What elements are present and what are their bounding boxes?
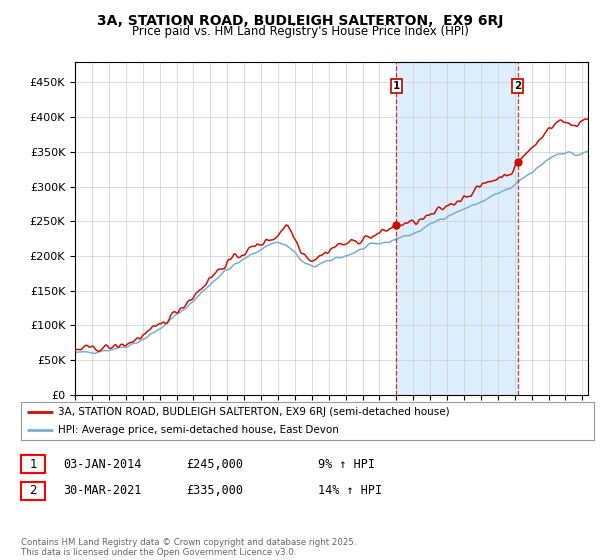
Text: 03-JAN-2014: 03-JAN-2014 (63, 458, 142, 471)
Text: 2: 2 (514, 81, 521, 91)
Text: Contains HM Land Registry data © Crown copyright and database right 2025.
This d: Contains HM Land Registry data © Crown c… (21, 538, 356, 557)
Text: Price paid vs. HM Land Registry's House Price Index (HPI): Price paid vs. HM Land Registry's House … (131, 25, 469, 38)
Text: 3A, STATION ROAD, BUDLEIGH SALTERTON,  EX9 6RJ: 3A, STATION ROAD, BUDLEIGH SALTERTON, EX… (97, 14, 503, 28)
Text: 14% ↑ HPI: 14% ↑ HPI (318, 484, 382, 497)
Text: £335,000: £335,000 (186, 484, 243, 497)
Bar (397, 62, 518, 395)
Text: 1: 1 (29, 458, 37, 471)
Text: £245,000: £245,000 (186, 458, 243, 471)
Text: HPI: Average price, semi-detached house, East Devon: HPI: Average price, semi-detached house,… (58, 425, 339, 435)
Text: 3A, STATION ROAD, BUDLEIGH SALTERTON, EX9 6RJ (semi-detached house): 3A, STATION ROAD, BUDLEIGH SALTERTON, EX… (58, 407, 450, 417)
Text: 1: 1 (393, 81, 400, 91)
Text: 9% ↑ HPI: 9% ↑ HPI (318, 458, 375, 471)
Text: 30-MAR-2021: 30-MAR-2021 (63, 484, 142, 497)
Text: 2: 2 (29, 484, 37, 497)
